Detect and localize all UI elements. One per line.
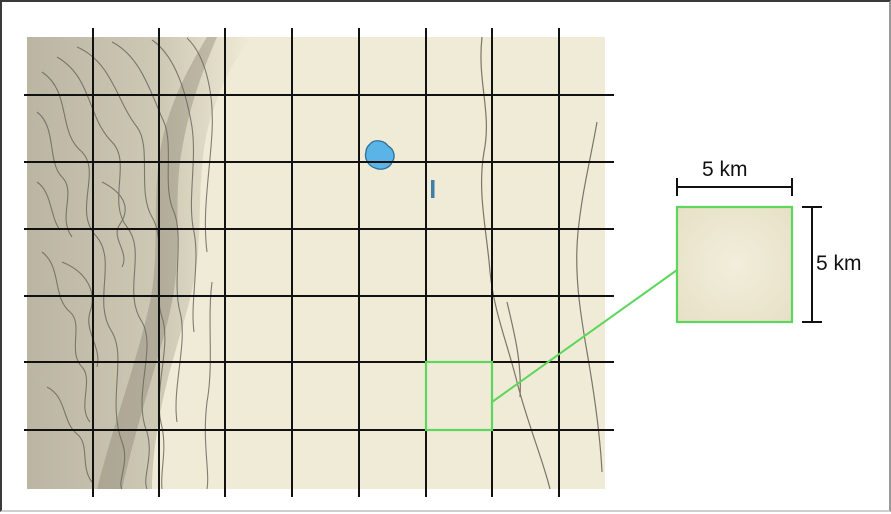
ridge-dark-band bbox=[97, 37, 217, 489]
height-dimension-bracket bbox=[802, 206, 822, 323]
connector-line bbox=[491, 269, 678, 403]
mountain-shading bbox=[27, 37, 252, 489]
stream-marker bbox=[431, 180, 435, 198]
width-scale-label: 5 km bbox=[702, 158, 748, 181]
enlarged-grid-cell bbox=[675, 205, 794, 324]
width-dimension-bracket bbox=[676, 178, 793, 196]
highlighted-grid-cell bbox=[424, 360, 494, 432]
contour-lines bbox=[36, 37, 213, 490]
height-scale-label: 5 km bbox=[816, 252, 862, 275]
